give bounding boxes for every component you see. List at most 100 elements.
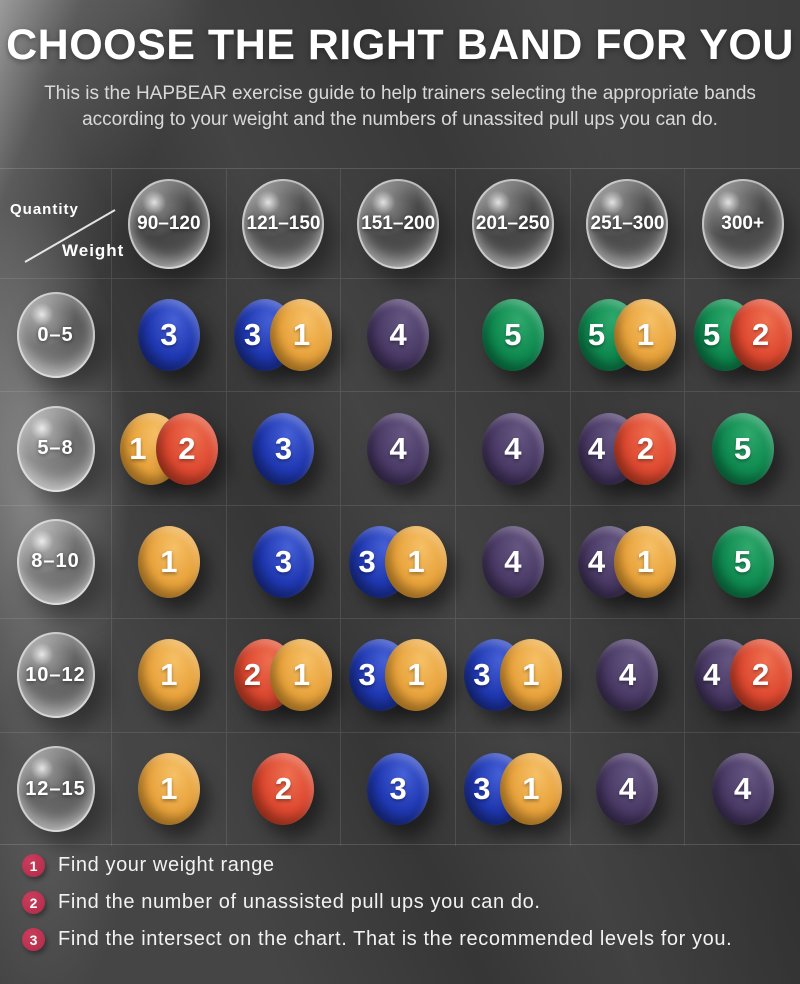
header: CHOOSE THE RIGHT BAND FOR YOU This is th…: [0, 0, 800, 133]
band-circle-level-5: 5: [711, 525, 774, 598]
band-circle-level-4: 4: [481, 525, 544, 598]
quantity-row-label: 0–5: [37, 323, 74, 346]
band-level-number: 4: [734, 771, 752, 807]
weight-header-bubble: 251–300: [586, 178, 669, 269]
weight-header-cell: 251–300: [570, 169, 686, 279]
instruction-item: 3 Find the intersect on the chart. That …: [22, 928, 792, 951]
band-circle-level-1: 1: [385, 525, 448, 598]
band-level-number: 4: [703, 657, 721, 693]
band-circle-level-2: 2: [252, 753, 315, 826]
band-level-number: 4: [618, 771, 637, 807]
matrix-cell: 1: [112, 505, 227, 620]
quantity-row-cell: 10–12: [0, 619, 112, 733]
corner-cell: Quantity Weight: [0, 169, 123, 279]
quantity-row-cell: 0–5: [0, 279, 112, 393]
band-level-number: 3: [389, 771, 407, 807]
matrix-cell: 5: [685, 392, 800, 506]
quantity-row-cell: 8–10: [0, 505, 112, 620]
instruction-item: 1 Find your weight range: [22, 854, 792, 877]
band-level-number: 3: [473, 657, 491, 693]
quantity-row-bubble: 0–5: [16, 292, 95, 379]
band-circle-level-4: 4: [481, 412, 544, 485]
band-level-number: 4: [587, 430, 606, 466]
band-level-number: 5: [734, 430, 752, 466]
matrix-cell: 2: [227, 732, 342, 846]
band-circle-level-5: 5: [711, 412, 774, 485]
weight-header-label: 90–120: [137, 212, 201, 234]
band-level-number: 4: [389, 430, 407, 466]
quantity-row-cell: 5–8: [0, 392, 112, 506]
band-level-number: 3: [243, 317, 262, 353]
band-circle-level-3: 3: [252, 525, 315, 598]
band-level-number: 2: [752, 657, 770, 693]
band-circle-level-1: 1: [499, 753, 562, 826]
band-level-number: 5: [734, 543, 752, 579]
weight-header-label: 121–150: [246, 212, 321, 234]
instruction-text: Find the intersect on the chart. That is…: [58, 928, 733, 950]
band-level-number: 4: [504, 543, 522, 579]
band-circle-level-1: 1: [137, 753, 200, 826]
band-level-number: 3: [473, 771, 491, 807]
band-level-number: 1: [522, 771, 540, 807]
quantity-row-bubble: 5–8: [16, 405, 95, 492]
band-circle-level-1: 1: [614, 525, 677, 598]
band-level-number: 1: [407, 543, 425, 579]
band-circle-level-1: 1: [137, 639, 200, 712]
band-circle-level-1: 1: [614, 299, 677, 372]
band-level-number: 1: [636, 543, 655, 579]
weight-header-label: 251–300: [590, 212, 665, 234]
band-level-number: 4: [618, 657, 637, 693]
band-circle-level-3: 3: [367, 753, 430, 826]
matrix-cell: 4: [341, 392, 456, 506]
weight-header-cell: 201–250: [455, 169, 571, 279]
weight-header-cell: 121–150: [226, 169, 342, 279]
matrix-cell: 3: [341, 732, 456, 846]
weight-header-bubble: 300+: [701, 178, 784, 269]
quantity-axis-label: Quantity: [10, 201, 79, 218]
weight-header-cell: 90–120: [112, 169, 227, 279]
band-level-number: 2: [243, 657, 262, 693]
weight-header-cell: 300+: [685, 169, 800, 279]
weight-header-bubble: 121–150: [242, 178, 325, 269]
matrix-cell: 4: [571, 732, 686, 846]
band-circle-level-1: 1: [385, 639, 448, 712]
band-circle-level-4: 4: [367, 299, 430, 372]
band-level-number: 1: [160, 543, 178, 579]
band-circle-level-2: 2: [155, 412, 218, 485]
band-level-number: 1: [292, 317, 311, 353]
band-level-number: 1: [292, 657, 311, 693]
matrix-cell: 4: [570, 619, 686, 733]
band-circle-level-4: 4: [711, 753, 774, 826]
band-level-number: 5: [504, 317, 522, 353]
band-matrix: Quantity Weight 90–120 121–150 151–200 201–…: [0, 168, 800, 846]
matrix-cell: 5: [685, 506, 800, 620]
matrix-cell: 4: [455, 392, 571, 506]
quantity-row-label: 10–12: [25, 663, 86, 686]
band-level-number: 1: [160, 771, 178, 807]
band-level-number: 1: [522, 657, 540, 693]
instruction-text: Find the number of unassisted pull ups y…: [58, 891, 541, 913]
instruction-number-badge: 1: [22, 854, 45, 877]
quantity-row-bubble: 8–10: [16, 518, 95, 605]
quantity-row-label: 8–10: [31, 550, 80, 573]
page-title: CHOOSE THE RIGHT BAND FOR YOU: [6, 21, 794, 69]
instructions: 1 Find your weight range 2 Find the numb…: [22, 854, 792, 965]
weight-header-bubble: 201–250: [471, 178, 554, 269]
band-level-number: 3: [274, 543, 293, 579]
band-circle-level-5: 5: [481, 299, 544, 372]
matrix-cell: 5: [455, 279, 571, 393]
matrix-cell: 3: [226, 392, 342, 506]
band-level-number: 1: [636, 317, 655, 353]
band-level-number: 1: [407, 657, 425, 693]
band-circle-level-1: 1: [270, 639, 333, 712]
page-subtitle: This is the HAPBEAR exercise guide to he…: [44, 83, 756, 130]
